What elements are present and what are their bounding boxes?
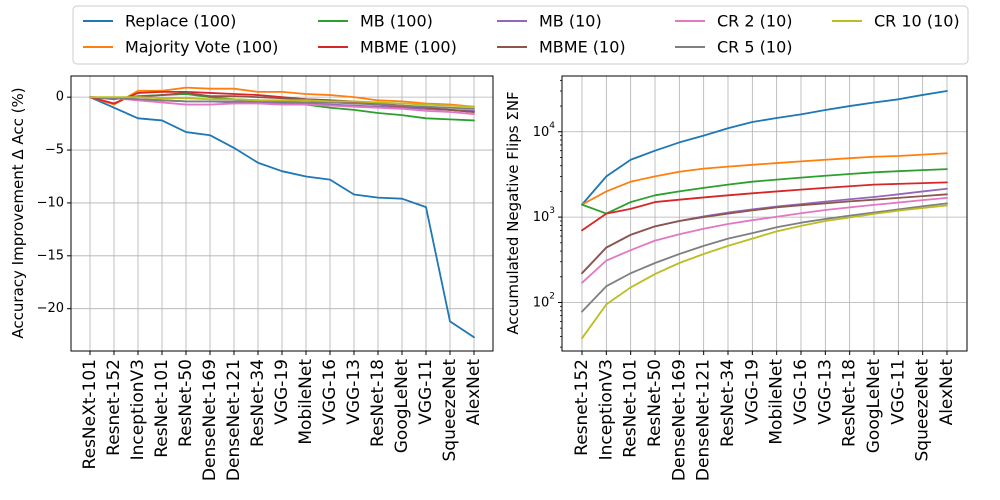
legend-label-mbme-100: MBME (100) — [360, 38, 457, 57]
left-xtick-label-vgg-13: VGG-13 — [344, 359, 364, 425]
left-series-replace-100 — [89, 96, 475, 339]
left-ytick-label-4: −20 — [37, 301, 64, 316]
left-xtick-label-resnet-101: ResNet-101 — [152, 359, 172, 458]
left-xtick-label-inceptionv3: InceptionV3 — [128, 359, 148, 460]
left-series — [89, 86, 475, 339]
right-xtick-label-mobilenet: MobileNet — [767, 359, 787, 445]
right-series-mb-100 — [581, 168, 948, 215]
right-ytick-label-1: 103 — [533, 206, 555, 225]
right-xtick-label-resnet-50: ResNet-50 — [645, 359, 665, 447]
right-series-cr-2-10 — [581, 196, 948, 284]
legend-label-mbme-10: MBME (10) — [539, 38, 626, 57]
right-ytick-label-2: 104 — [533, 121, 556, 140]
right-xtick-label-inceptionv3: InceptionV3 — [596, 359, 616, 460]
right-y-axis-label: Accumulated Negative Flips ΣNF — [504, 91, 522, 334]
right-series-mbme-10 — [581, 193, 948, 275]
left-ticks: ResNeXt-101 Resnet-152 InceptionV3 ResNet-1… — [37, 90, 484, 481]
left-grid — [71, 76, 493, 351]
left-xtick-label-mobilenet: MobileNet — [296, 359, 316, 445]
legend-label-mb-100: MB (100) — [360, 12, 433, 31]
legend-label-cr-10-10: CR 10 (10) — [874, 12, 960, 31]
left-xtick-label-vgg-19: VGG-19 — [272, 359, 292, 425]
left-series-majority-vote-100 — [89, 86, 475, 108]
right-series-replace-100 — [581, 90, 948, 206]
left-y-axis-label: Accuracy Improvement Δ Acc (%) — [9, 87, 27, 338]
left-ytick-label-1: −5 — [45, 143, 64, 158]
right-axes-frame — [561, 75, 968, 352]
right-ytick-label-0: 102 — [533, 291, 555, 310]
left-xtick-label-googlenet: GoogLeNet — [392, 359, 412, 454]
left-xtick-label-resnet-34: ResNet-34 — [248, 359, 268, 447]
right-xtick-label-vgg-19: VGG-19 — [742, 359, 762, 425]
legend-label-cr-2-10: CR 2 (10) — [717, 12, 792, 31]
right-plot-area — [562, 76, 967, 351]
right-chart: Resnet-152 InceptionV3 ResNet-101 ResNet-50… — [504, 75, 968, 481]
right-xtick-label-squeezenet: SqueezeNet — [913, 359, 933, 462]
left-xtick-label-densenet-121: DenseNet-121 — [224, 359, 244, 481]
left-xtick-label-densenet-169: DenseNet-169 — [200, 359, 220, 481]
right-xtick-label-vgg-16: VGG-16 — [791, 359, 811, 425]
left-ytick-label-0: 0 — [56, 90, 64, 105]
right-series-cr-10-10 — [581, 204, 948, 340]
left-xtick-label-alexnet: AlexNet — [464, 359, 484, 426]
right-xtick-label-resnet-101: ResNet-101 — [621, 359, 641, 458]
left-series-cr-10-10 — [89, 96, 475, 108]
legend-label-cr-5-10: CR 5 (10) — [717, 38, 792, 57]
left-xtick-label-vgg-11: VGG-11 — [416, 359, 436, 425]
right-xtick-label-alexnet: AlexNet — [937, 359, 957, 426]
legend-frame — [72, 5, 969, 65]
legend-label-mb-10: MB (10) — [539, 12, 602, 31]
left-xtick-label-squeezenet: SqueezeNet — [440, 359, 460, 462]
legend-label-majority-vote-100: Majority Vote (100) — [125, 38, 278, 57]
right-series-majority-vote-100 — [581, 152, 948, 206]
left-series-cr-5-10 — [89, 96, 475, 110]
left-ytick-label-3: −15 — [37, 248, 64, 263]
right-xtick-label-densenet-169: DenseNet-169 — [669, 359, 689, 481]
left-series-cr-2-10 — [89, 96, 475, 115]
right-xtick-label-vgg-13: VGG-13 — [815, 359, 835, 425]
left-chart: ResNeXt-101 Resnet-152 InceptionV3 ResNet-1… — [9, 75, 494, 481]
legend-label-replace-100: Replace (100) — [125, 12, 236, 31]
left-xtick-label-resnet-18: ResNet-18 — [368, 359, 388, 447]
right-xtick-label-resnet-34: ResNet-34 — [718, 359, 738, 447]
right-xtick-label-resnet-152: Resnet-152 — [572, 359, 592, 456]
right-ticks: Resnet-152 InceptionV3 ResNet-101 ResNet-50… — [533, 79, 957, 481]
right-xtick-label-googlenet: GoogLeNet — [864, 359, 884, 454]
right-xtick-label-densenet-121: DenseNet-121 — [694, 359, 714, 481]
left-xtick-label-resnet-152: Resnet-152 — [104, 359, 124, 456]
right-series-mbme-100 — [581, 181, 948, 232]
left-ytick-label-2: −10 — [37, 195, 64, 210]
legend: Replace (100) Majority Vote (100) MB (100)… — [72, 5, 969, 65]
left-xtick-label-resnet-50: ResNet-50 — [176, 359, 196, 447]
left-xtick-label-resnext-101: ResNeXt-101 — [80, 359, 100, 469]
right-xtick-label-resnet-18: ResNet-18 — [840, 359, 860, 447]
right-series — [581, 90, 948, 340]
right-series-cr-5-10 — [581, 202, 948, 313]
left-xtick-label-vgg-16: VGG-16 — [320, 359, 340, 425]
right-xtick-label-vgg-11: VGG-11 — [888, 359, 908, 425]
